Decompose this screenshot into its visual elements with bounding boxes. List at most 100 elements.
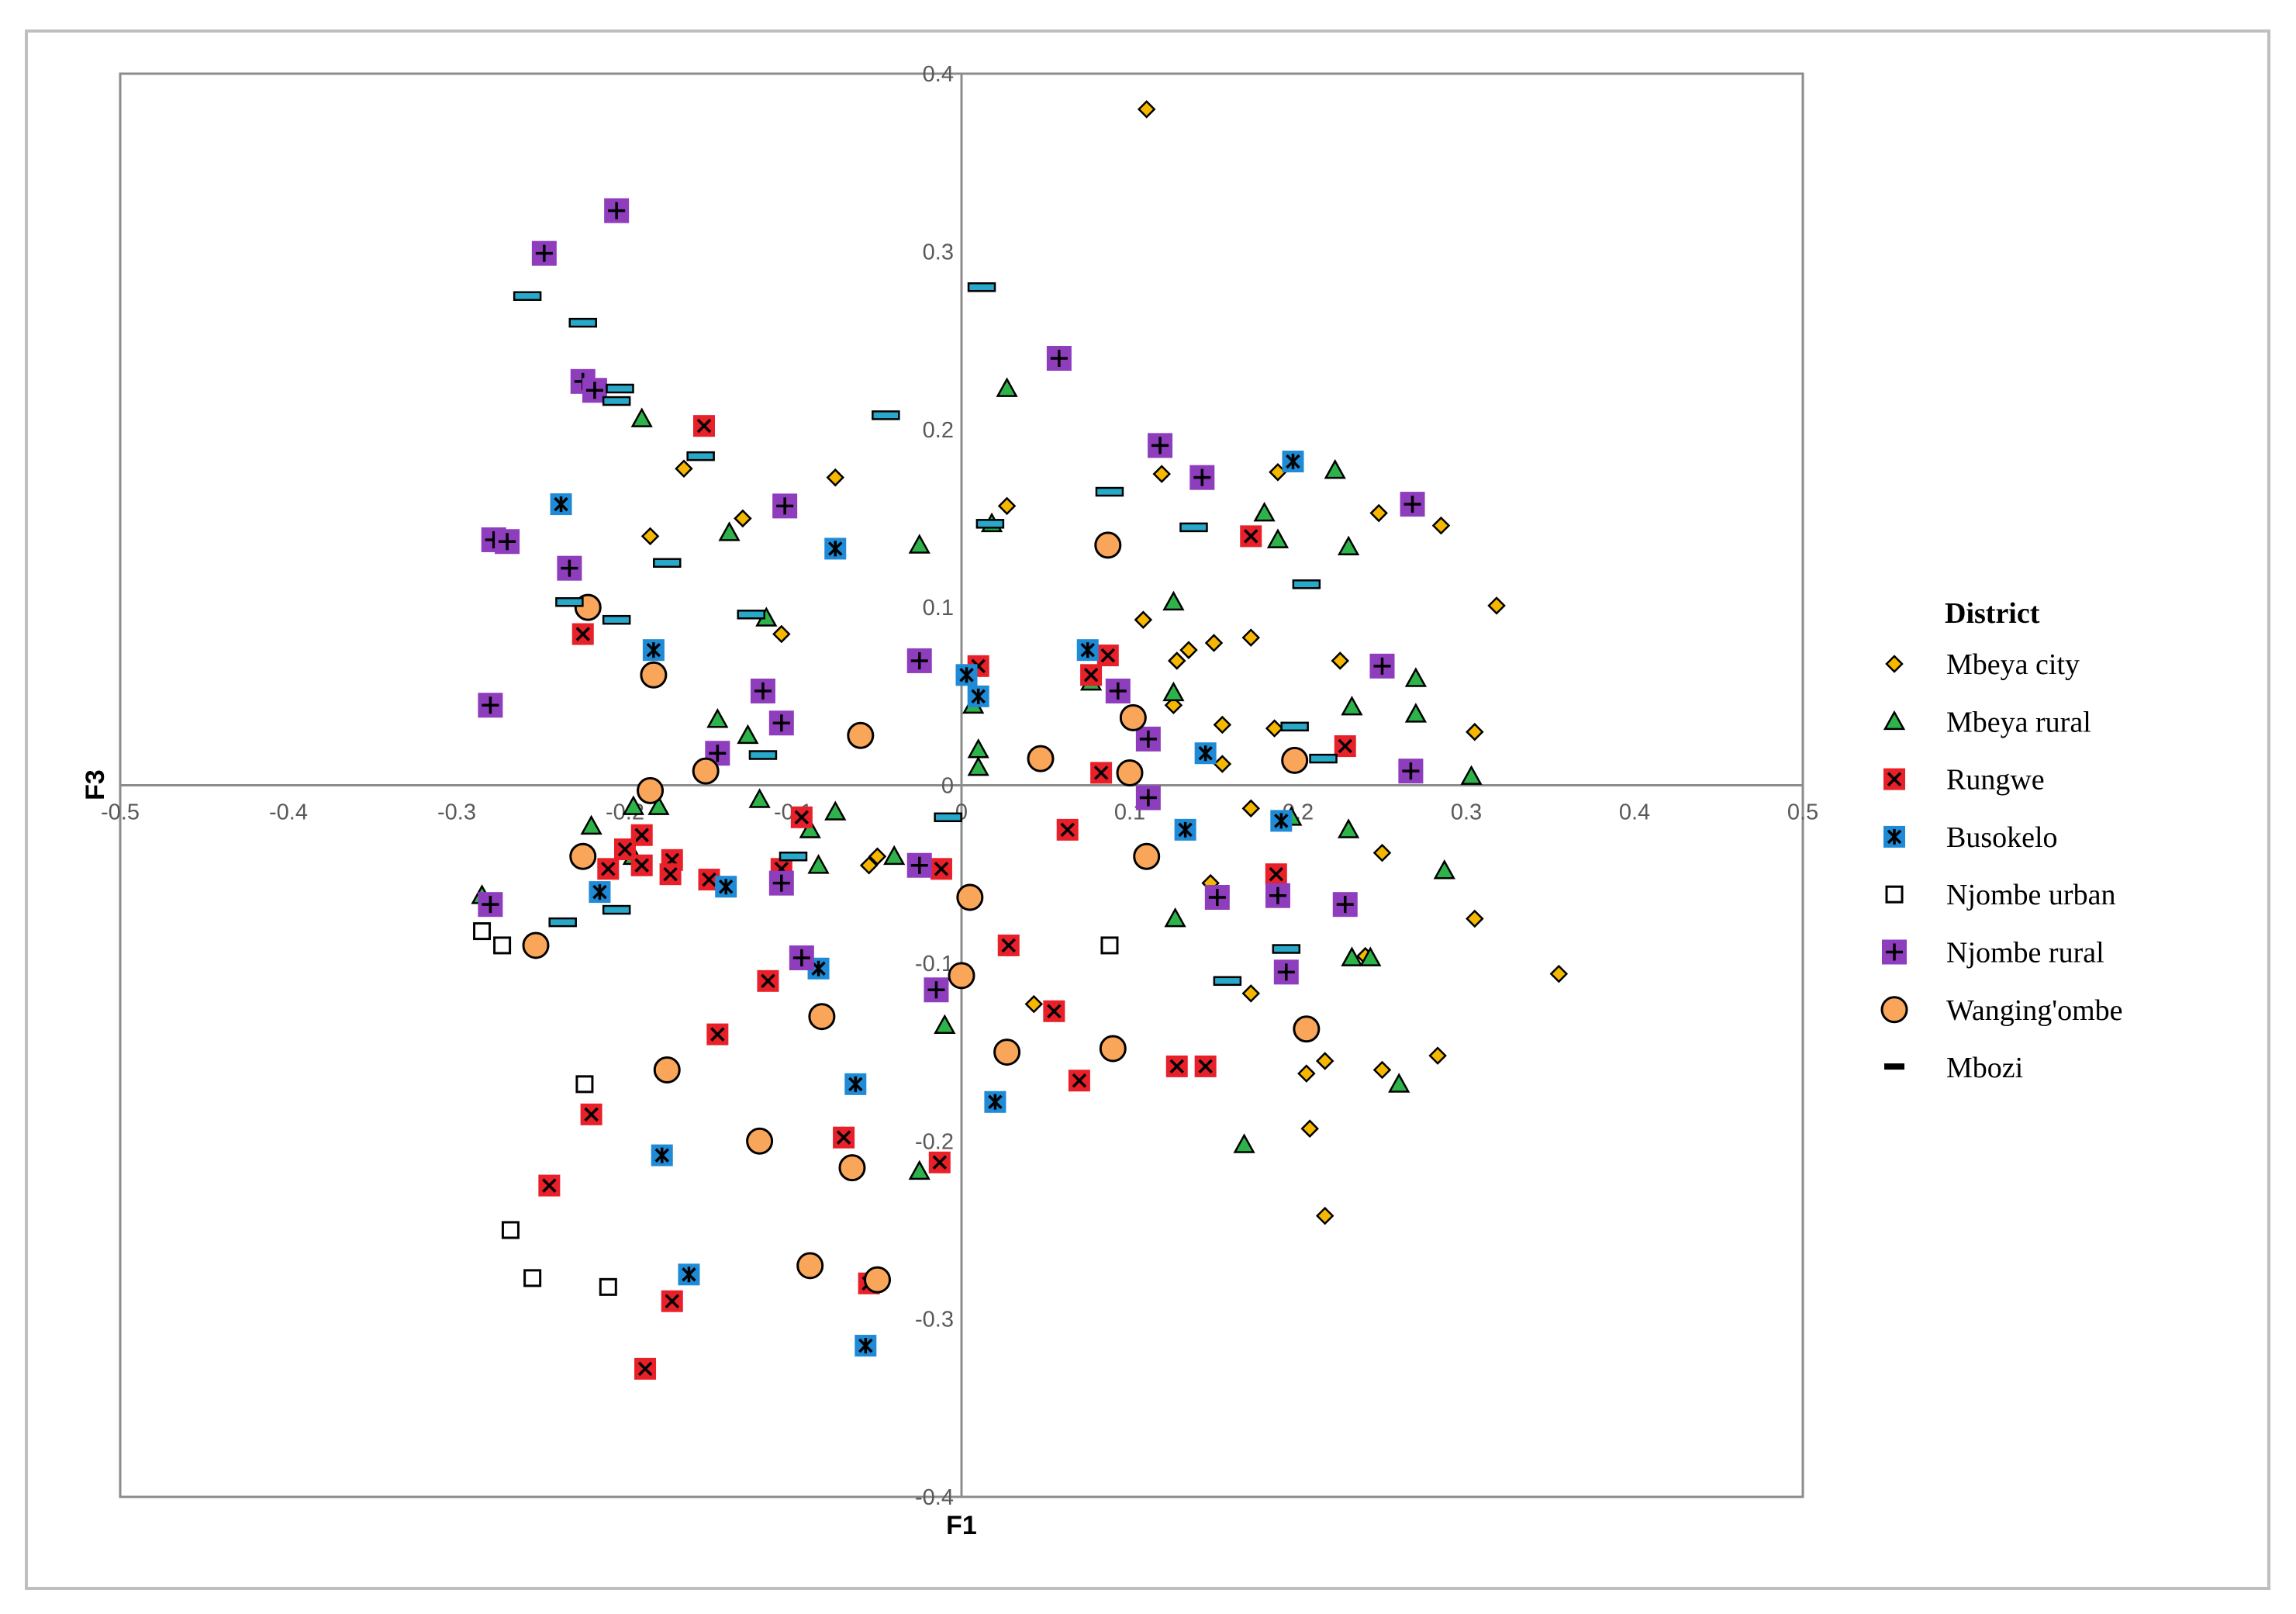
legend-marker	[1884, 1063, 1904, 1070]
data-point	[493, 936, 512, 955]
data-point	[1100, 936, 1119, 955]
data-point	[1266, 528, 1290, 548]
data-point	[1337, 535, 1360, 555]
data-point	[1076, 639, 1099, 662]
data-point	[1331, 651, 1350, 670]
data-point	[1272, 944, 1301, 954]
data-point	[501, 1221, 520, 1239]
legend-item: Rungwe	[1883, 764, 2045, 797]
data-point	[555, 596, 584, 607]
data-point	[1309, 753, 1338, 764]
data-point	[1213, 976, 1242, 987]
series-mbeya-city	[640, 100, 1569, 1225]
data-point	[1164, 696, 1183, 715]
data-point	[1369, 653, 1395, 679]
y-tick-label: -0.2	[915, 1129, 954, 1154]
data-point	[653, 558, 682, 569]
data-point	[637, 776, 665, 804]
data-point	[1359, 946, 1382, 966]
data-points	[471, 100, 1569, 1380]
data-point	[1135, 785, 1161, 810]
data-point	[908, 1160, 930, 1180]
data-point	[824, 800, 847, 821]
data-point	[1281, 746, 1309, 774]
legend-marker	[1883, 825, 1905, 848]
data-point	[1068, 1070, 1090, 1092]
data-point	[661, 1290, 683, 1312]
data-point	[622, 795, 644, 815]
data-point	[1398, 759, 1424, 784]
data-point	[522, 931, 550, 959]
data-point	[1372, 843, 1392, 862]
legend-label: Mbozi	[1946, 1052, 2023, 1084]
data-point	[1164, 907, 1186, 928]
legend-label: Njombe rural	[1946, 937, 2104, 969]
data-point	[967, 685, 989, 707]
x-tick-labels: -0.5-0.4-0.3-0.2-0.100.10.20.30.40.5	[101, 800, 1818, 825]
x-tick-label: -0.5	[101, 800, 140, 825]
data-point	[928, 1151, 951, 1173]
data-point	[1090, 762, 1113, 784]
data-point	[1404, 667, 1428, 687]
data-point	[799, 818, 821, 838]
data-point	[1119, 703, 1147, 731]
legend-label: Rungwe	[1946, 764, 2045, 797]
data-point	[997, 496, 1017, 516]
data-point	[1431, 516, 1451, 535]
data-point	[1179, 522, 1208, 533]
data-point	[647, 795, 670, 815]
data-point	[768, 710, 794, 736]
data-point	[750, 678, 775, 703]
data-point	[824, 537, 847, 560]
series-mbozi	[513, 282, 1338, 987]
y-tick-label: -0.1	[915, 952, 954, 976]
legend-marker	[1882, 939, 1907, 965]
data-point	[1372, 1060, 1392, 1080]
data-point	[473, 922, 492, 941]
data-point	[634, 1357, 657, 1380]
legend-marker	[1883, 768, 1905, 790]
data-point	[675, 459, 693, 478]
y-tick-label: 0.4	[923, 62, 954, 87]
data-point	[1428, 1046, 1447, 1065]
data-point	[883, 845, 906, 866]
data-point	[571, 623, 594, 645]
legend-item: Njombe rural	[1882, 937, 2104, 969]
x-tick-label: 0.3	[1451, 800, 1482, 825]
data-point	[1341, 696, 1363, 716]
data-point	[934, 1014, 956, 1035]
data-point	[1165, 1055, 1188, 1077]
data-point	[847, 721, 875, 749]
data-point	[956, 883, 984, 911]
data-point	[692, 415, 715, 437]
legend-label: Njombe urban	[1946, 879, 2115, 911]
data-point	[779, 852, 808, 862]
y-tick-label: 0.2	[923, 418, 954, 443]
series-busokelo	[550, 451, 1304, 1357]
legend-item: Mbeya rural	[1883, 706, 2091, 738]
data-point	[1213, 715, 1232, 734]
legend-label: Wanging'ombe	[1946, 994, 2123, 1027]
data-point	[597, 858, 620, 880]
data-point	[1148, 433, 1173, 458]
data-point	[1324, 458, 1346, 479]
data-point	[1096, 645, 1119, 667]
data-point	[768, 870, 794, 896]
legend-label: Mbeya city	[1946, 648, 2080, 681]
data-point	[906, 852, 932, 878]
data-point	[604, 198, 630, 223]
data-point	[1133, 842, 1161, 870]
data-point	[737, 610, 765, 620]
data-point	[1233, 1133, 1255, 1153]
data-point	[602, 614, 631, 625]
legend-title: District	[1945, 597, 2040, 630]
data-point	[1273, 959, 1299, 985]
data-point	[807, 854, 830, 874]
chart-frame	[25, 29, 2270, 1590]
data-point	[737, 724, 759, 745]
legend-marker	[1880, 996, 1908, 1024]
data-point	[538, 1174, 561, 1197]
data-point	[1400, 492, 1425, 517]
y-axis-title: F3	[81, 769, 110, 800]
y-tick-label: -0.4	[915, 1485, 954, 1510]
